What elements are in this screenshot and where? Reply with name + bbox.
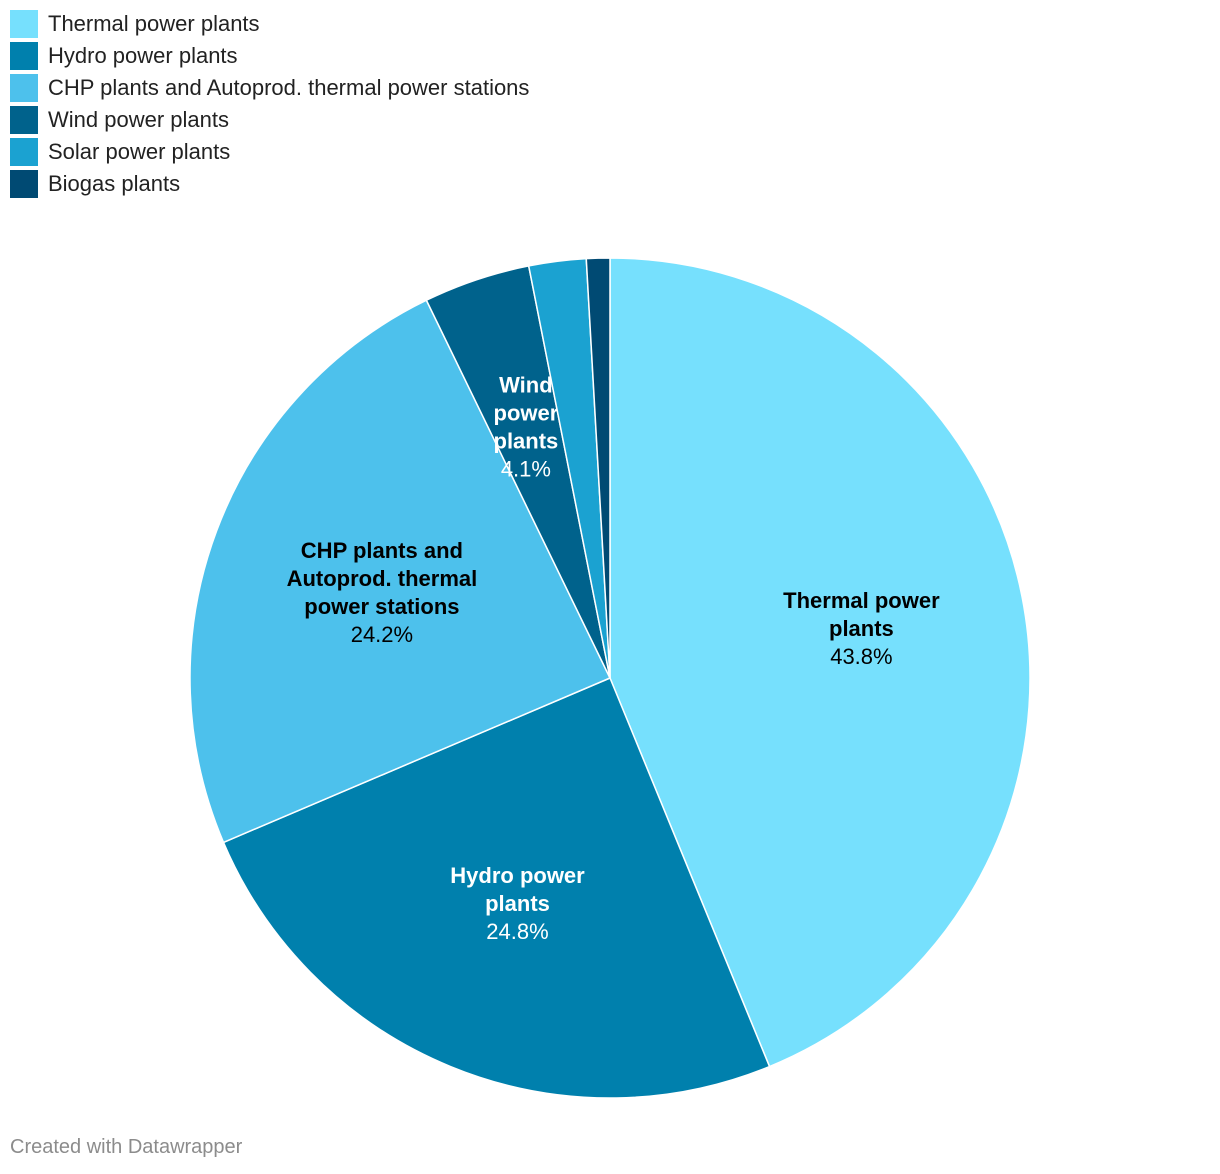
legend-swatch — [10, 42, 38, 70]
slice-label: plants — [485, 891, 550, 916]
slice-value-label: 24.8% — [486, 919, 548, 944]
slice-value-label: 43.8% — [830, 644, 892, 669]
legend-label: Hydro power plants — [48, 43, 238, 68]
legend-swatch — [10, 106, 38, 134]
legend-swatch — [10, 138, 38, 166]
slice-label: Thermal power — [783, 588, 940, 613]
legend-item: Hydro power plants — [10, 40, 529, 72]
legend-label: Thermal power plants — [48, 11, 260, 36]
pie-slice — [222, 677, 771, 1099]
slice-label: power — [494, 401, 559, 426]
legend-item: Thermal power plants — [10, 8, 529, 40]
slice-label: Hydro power — [450, 863, 585, 888]
legend-label: Biogas plants — [48, 171, 181, 196]
slice-value-label: 24.2% — [351, 622, 413, 647]
pie-slice — [609, 257, 1031, 1068]
slice-label-group: CHP plants and Autoprod. thermal power sta… — [287, 538, 478, 647]
slice-label-group: Hydro power plants 24.8% — [450, 863, 585, 944]
slice-label: power stations — [304, 594, 459, 619]
slice-label: Autoprod. thermal — [287, 566, 478, 591]
legend-label: Solar power plants — [48, 139, 231, 164]
legend-swatch — [10, 74, 38, 102]
legend-item: Solar power plants — [10, 136, 529, 168]
pie-slice — [189, 299, 611, 844]
slice-label: CHP plants and — [301, 538, 463, 563]
legend-swatch — [10, 170, 38, 198]
slice-value-label: 4.1% — [501, 457, 551, 482]
datawrapper-credit: Created with Datawrapper — [10, 1136, 243, 1158]
slice-label: plants — [829, 616, 894, 641]
legend-item: CHP plants and Autoprod. thermal power s… — [10, 72, 529, 104]
pie-slice — [585, 257, 611, 679]
legend-label: Wind power plants — [48, 107, 229, 132]
slice-label: plants — [494, 429, 559, 454]
legend-item: Wind power plants — [10, 104, 529, 136]
legend-swatch — [10, 10, 38, 38]
slice-label-group: Thermal power plants 43.8% — [783, 588, 940, 669]
slice-label-group: Wind power plants 4.1% — [494, 373, 559, 482]
legend-label: CHP plants and Autoprod. thermal power s… — [48, 75, 530, 100]
chart-legend: Thermal power plants Hydro power plants CH… — [10, 8, 529, 200]
slice-label: Wind — [499, 373, 553, 398]
legend-item: Biogas plants — [10, 168, 529, 200]
